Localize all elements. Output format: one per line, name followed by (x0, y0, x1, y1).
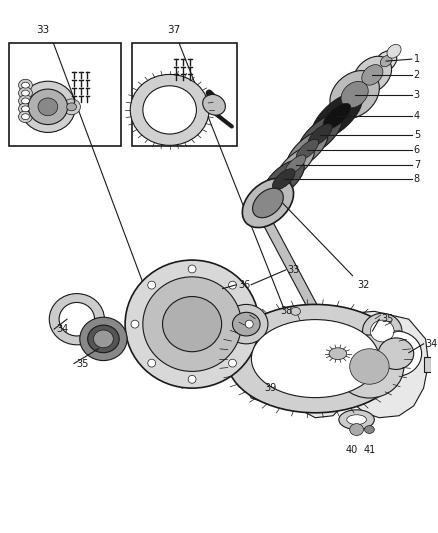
Ellipse shape (287, 131, 328, 169)
Ellipse shape (229, 281, 237, 289)
Ellipse shape (362, 64, 383, 85)
Ellipse shape (229, 359, 237, 367)
Ellipse shape (350, 424, 364, 435)
Ellipse shape (363, 313, 402, 349)
Bar (131, 43, 237, 146)
Text: 32: 32 (357, 280, 370, 290)
Ellipse shape (21, 98, 29, 104)
Text: 41: 41 (363, 445, 375, 455)
Text: 33: 33 (35, 26, 49, 36)
Ellipse shape (308, 124, 332, 146)
Bar (424, 357, 431, 373)
Text: 8: 8 (414, 174, 420, 184)
Text: 2: 2 (414, 70, 420, 80)
Ellipse shape (347, 415, 367, 425)
Text: 5: 5 (414, 130, 420, 140)
Ellipse shape (131, 320, 139, 328)
Ellipse shape (88, 325, 119, 353)
Text: 36: 36 (238, 280, 251, 290)
Ellipse shape (63, 99, 81, 115)
Ellipse shape (21, 106, 29, 112)
Ellipse shape (245, 320, 253, 328)
Polygon shape (288, 311, 428, 418)
Text: 1: 1 (414, 54, 420, 64)
Ellipse shape (59, 302, 95, 336)
Ellipse shape (353, 56, 392, 94)
Ellipse shape (378, 338, 414, 369)
Ellipse shape (380, 55, 392, 67)
Text: 40: 40 (346, 445, 358, 455)
Ellipse shape (350, 349, 389, 384)
Ellipse shape (125, 260, 259, 388)
Ellipse shape (203, 94, 226, 115)
Ellipse shape (285, 155, 306, 174)
Text: 38: 38 (281, 306, 293, 316)
Ellipse shape (371, 331, 422, 376)
Ellipse shape (335, 335, 404, 398)
Ellipse shape (18, 87, 32, 99)
Ellipse shape (18, 111, 32, 123)
Text: 35: 35 (381, 314, 394, 324)
Text: 39: 39 (264, 383, 276, 393)
Ellipse shape (94, 330, 113, 348)
Text: 37: 37 (167, 26, 180, 36)
Ellipse shape (263, 160, 304, 199)
Ellipse shape (188, 375, 196, 383)
Ellipse shape (225, 304, 268, 344)
Ellipse shape (375, 51, 397, 71)
Ellipse shape (67, 103, 77, 111)
Ellipse shape (298, 115, 342, 156)
Ellipse shape (323, 103, 351, 129)
Text: 35: 35 (76, 359, 88, 368)
FancyArrow shape (260, 213, 339, 351)
Ellipse shape (130, 75, 209, 146)
Ellipse shape (148, 281, 155, 289)
Ellipse shape (226, 304, 404, 413)
Ellipse shape (18, 95, 32, 107)
Ellipse shape (251, 320, 379, 398)
Text: 33: 33 (288, 265, 300, 275)
Ellipse shape (290, 308, 300, 315)
Text: 3: 3 (414, 90, 420, 100)
Ellipse shape (21, 114, 29, 119)
Polygon shape (246, 364, 290, 403)
Text: 6: 6 (414, 145, 420, 155)
Ellipse shape (80, 317, 127, 361)
Ellipse shape (339, 410, 374, 430)
Ellipse shape (312, 93, 362, 140)
Ellipse shape (364, 425, 374, 433)
Ellipse shape (18, 79, 32, 91)
Ellipse shape (188, 265, 196, 273)
Ellipse shape (330, 70, 379, 119)
Bar (9, 43, 121, 146)
Ellipse shape (18, 103, 32, 115)
Ellipse shape (21, 90, 29, 96)
Ellipse shape (272, 169, 295, 190)
Ellipse shape (296, 139, 318, 160)
Ellipse shape (49, 294, 104, 345)
Text: 34: 34 (56, 324, 68, 334)
Ellipse shape (329, 348, 347, 360)
Ellipse shape (143, 277, 241, 372)
Ellipse shape (28, 89, 67, 125)
Ellipse shape (277, 147, 314, 182)
Ellipse shape (233, 312, 260, 336)
Text: 34: 34 (426, 339, 438, 349)
Ellipse shape (143, 86, 197, 134)
Ellipse shape (148, 359, 155, 367)
Ellipse shape (387, 44, 401, 58)
Text: 7: 7 (414, 159, 420, 169)
Ellipse shape (162, 296, 222, 352)
Text: 4: 4 (414, 111, 420, 122)
Ellipse shape (371, 320, 394, 342)
Ellipse shape (38, 98, 58, 116)
Ellipse shape (20, 81, 75, 132)
Ellipse shape (242, 179, 293, 228)
Ellipse shape (341, 82, 368, 108)
Ellipse shape (21, 82, 29, 88)
Ellipse shape (253, 188, 283, 217)
